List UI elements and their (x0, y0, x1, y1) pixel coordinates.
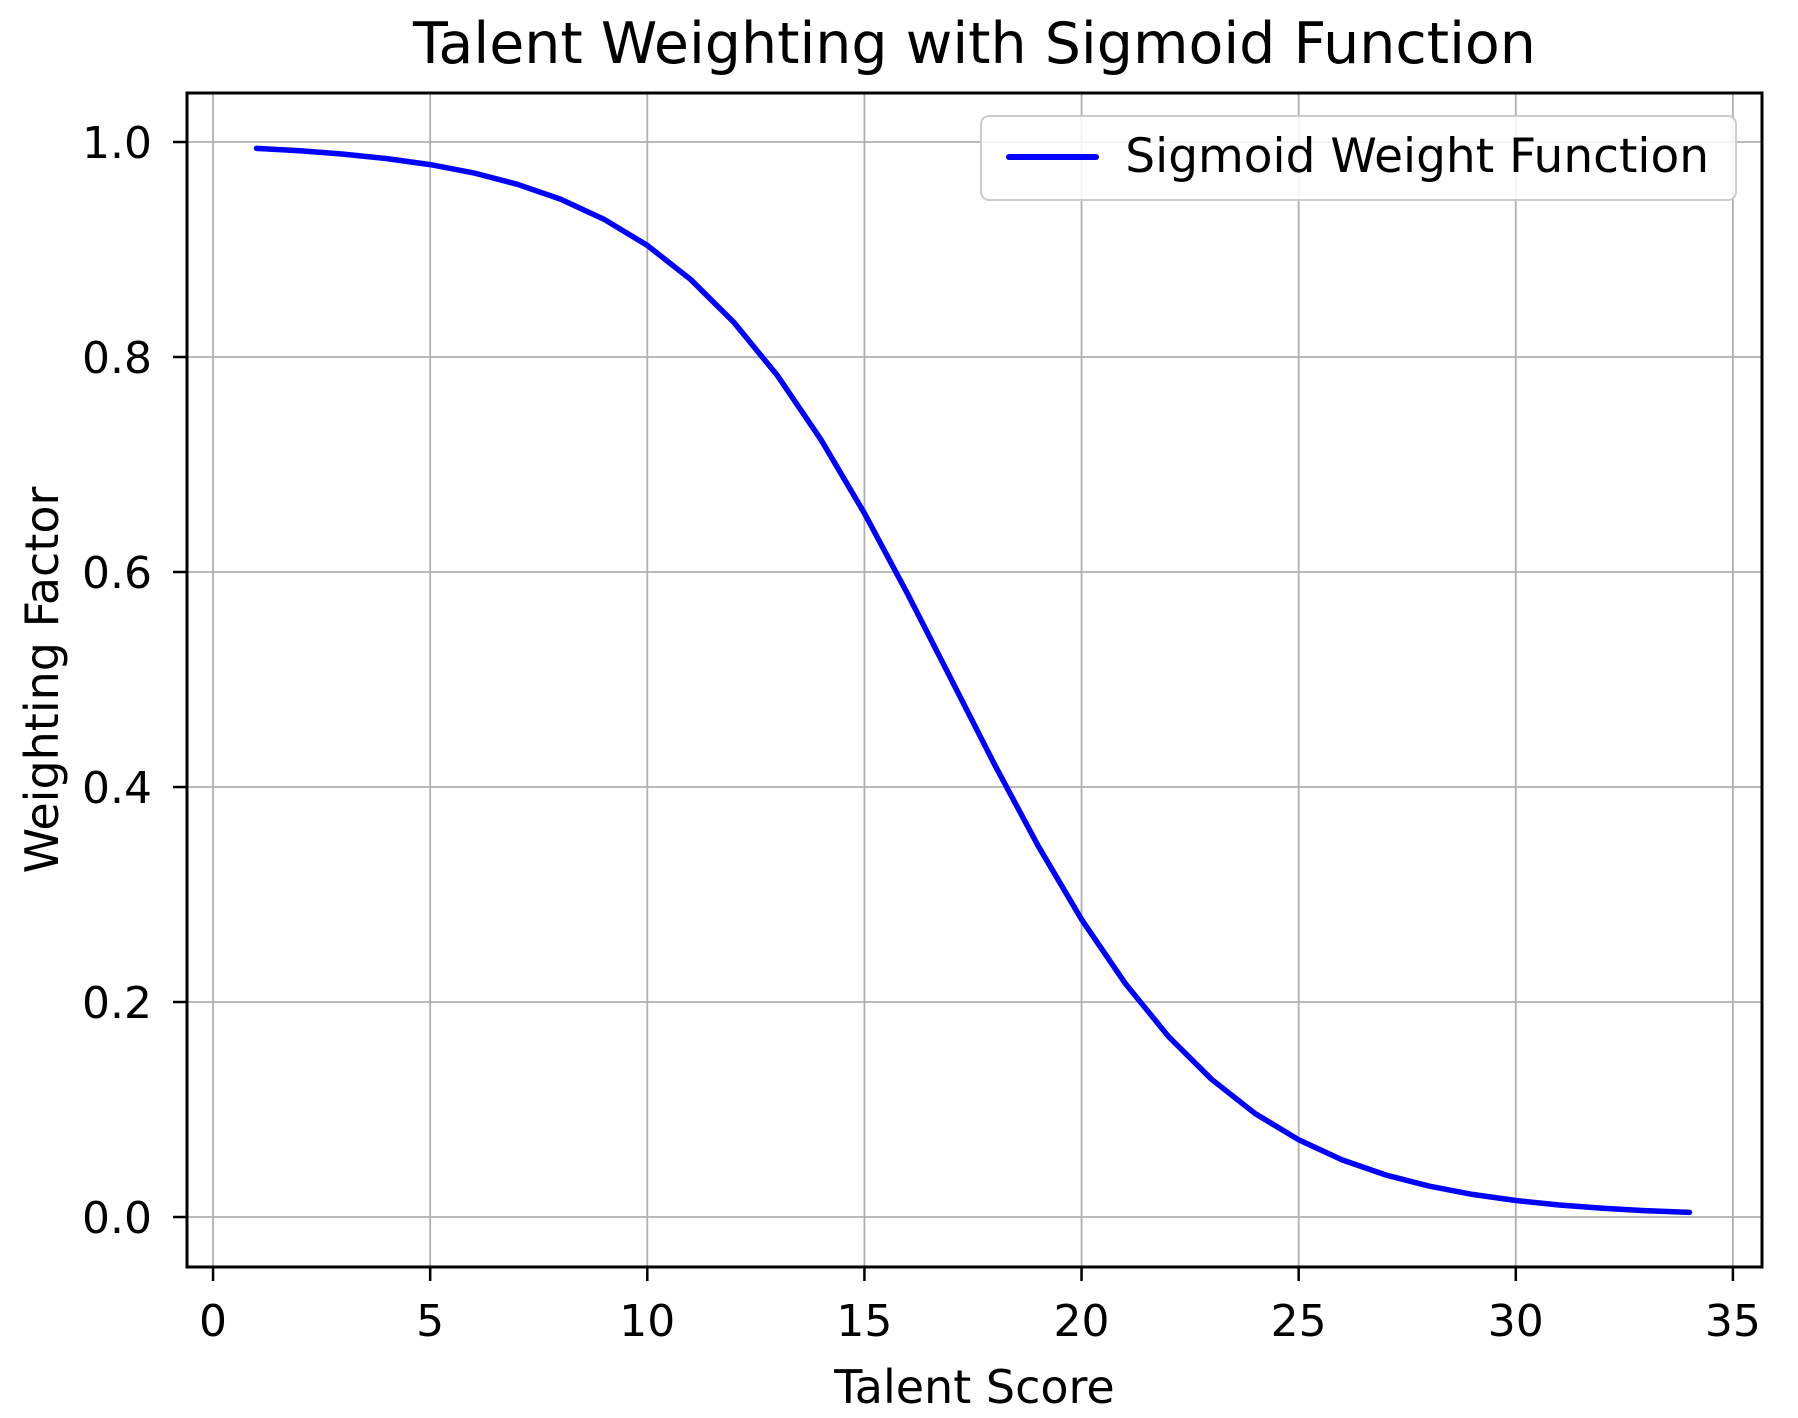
x-tick-label: 0 (199, 1296, 227, 1347)
x-tick-label: 25 (1271, 1296, 1327, 1347)
x-tick-label: 5 (416, 1296, 444, 1347)
y-tick-label: 0.0 (82, 1193, 152, 1244)
y-tick-label: 0.2 (82, 978, 152, 1029)
x-tick-label: 35 (1705, 1296, 1761, 1347)
x-tick-label: 10 (619, 1296, 675, 1347)
legend: Sigmoid Weight Function (980, 115, 1737, 202)
y-tick-label: 1.0 (82, 118, 152, 169)
legend-line-swatch (1006, 154, 1100, 161)
chart-title: Talent Weighting with Sigmoid Function (413, 11, 1536, 77)
y-tick-label: 0.6 (82, 548, 152, 599)
x-axis-label: Talent Score (834, 1360, 1115, 1414)
y-tick-label: 0.8 (82, 333, 152, 384)
y-tick-label: 0.4 (82, 763, 152, 814)
axes-spines (185, 91, 1764, 1269)
x-tick-label: 20 (1054, 1296, 1110, 1347)
series-line (253, 145, 1693, 1216)
y-axis-label: Weighting Factor (15, 486, 69, 874)
x-tick-label: 30 (1488, 1296, 1544, 1347)
legend-label: Sigmoid Weight Function (1125, 129, 1709, 184)
x-tick-label: 15 (836, 1296, 892, 1347)
